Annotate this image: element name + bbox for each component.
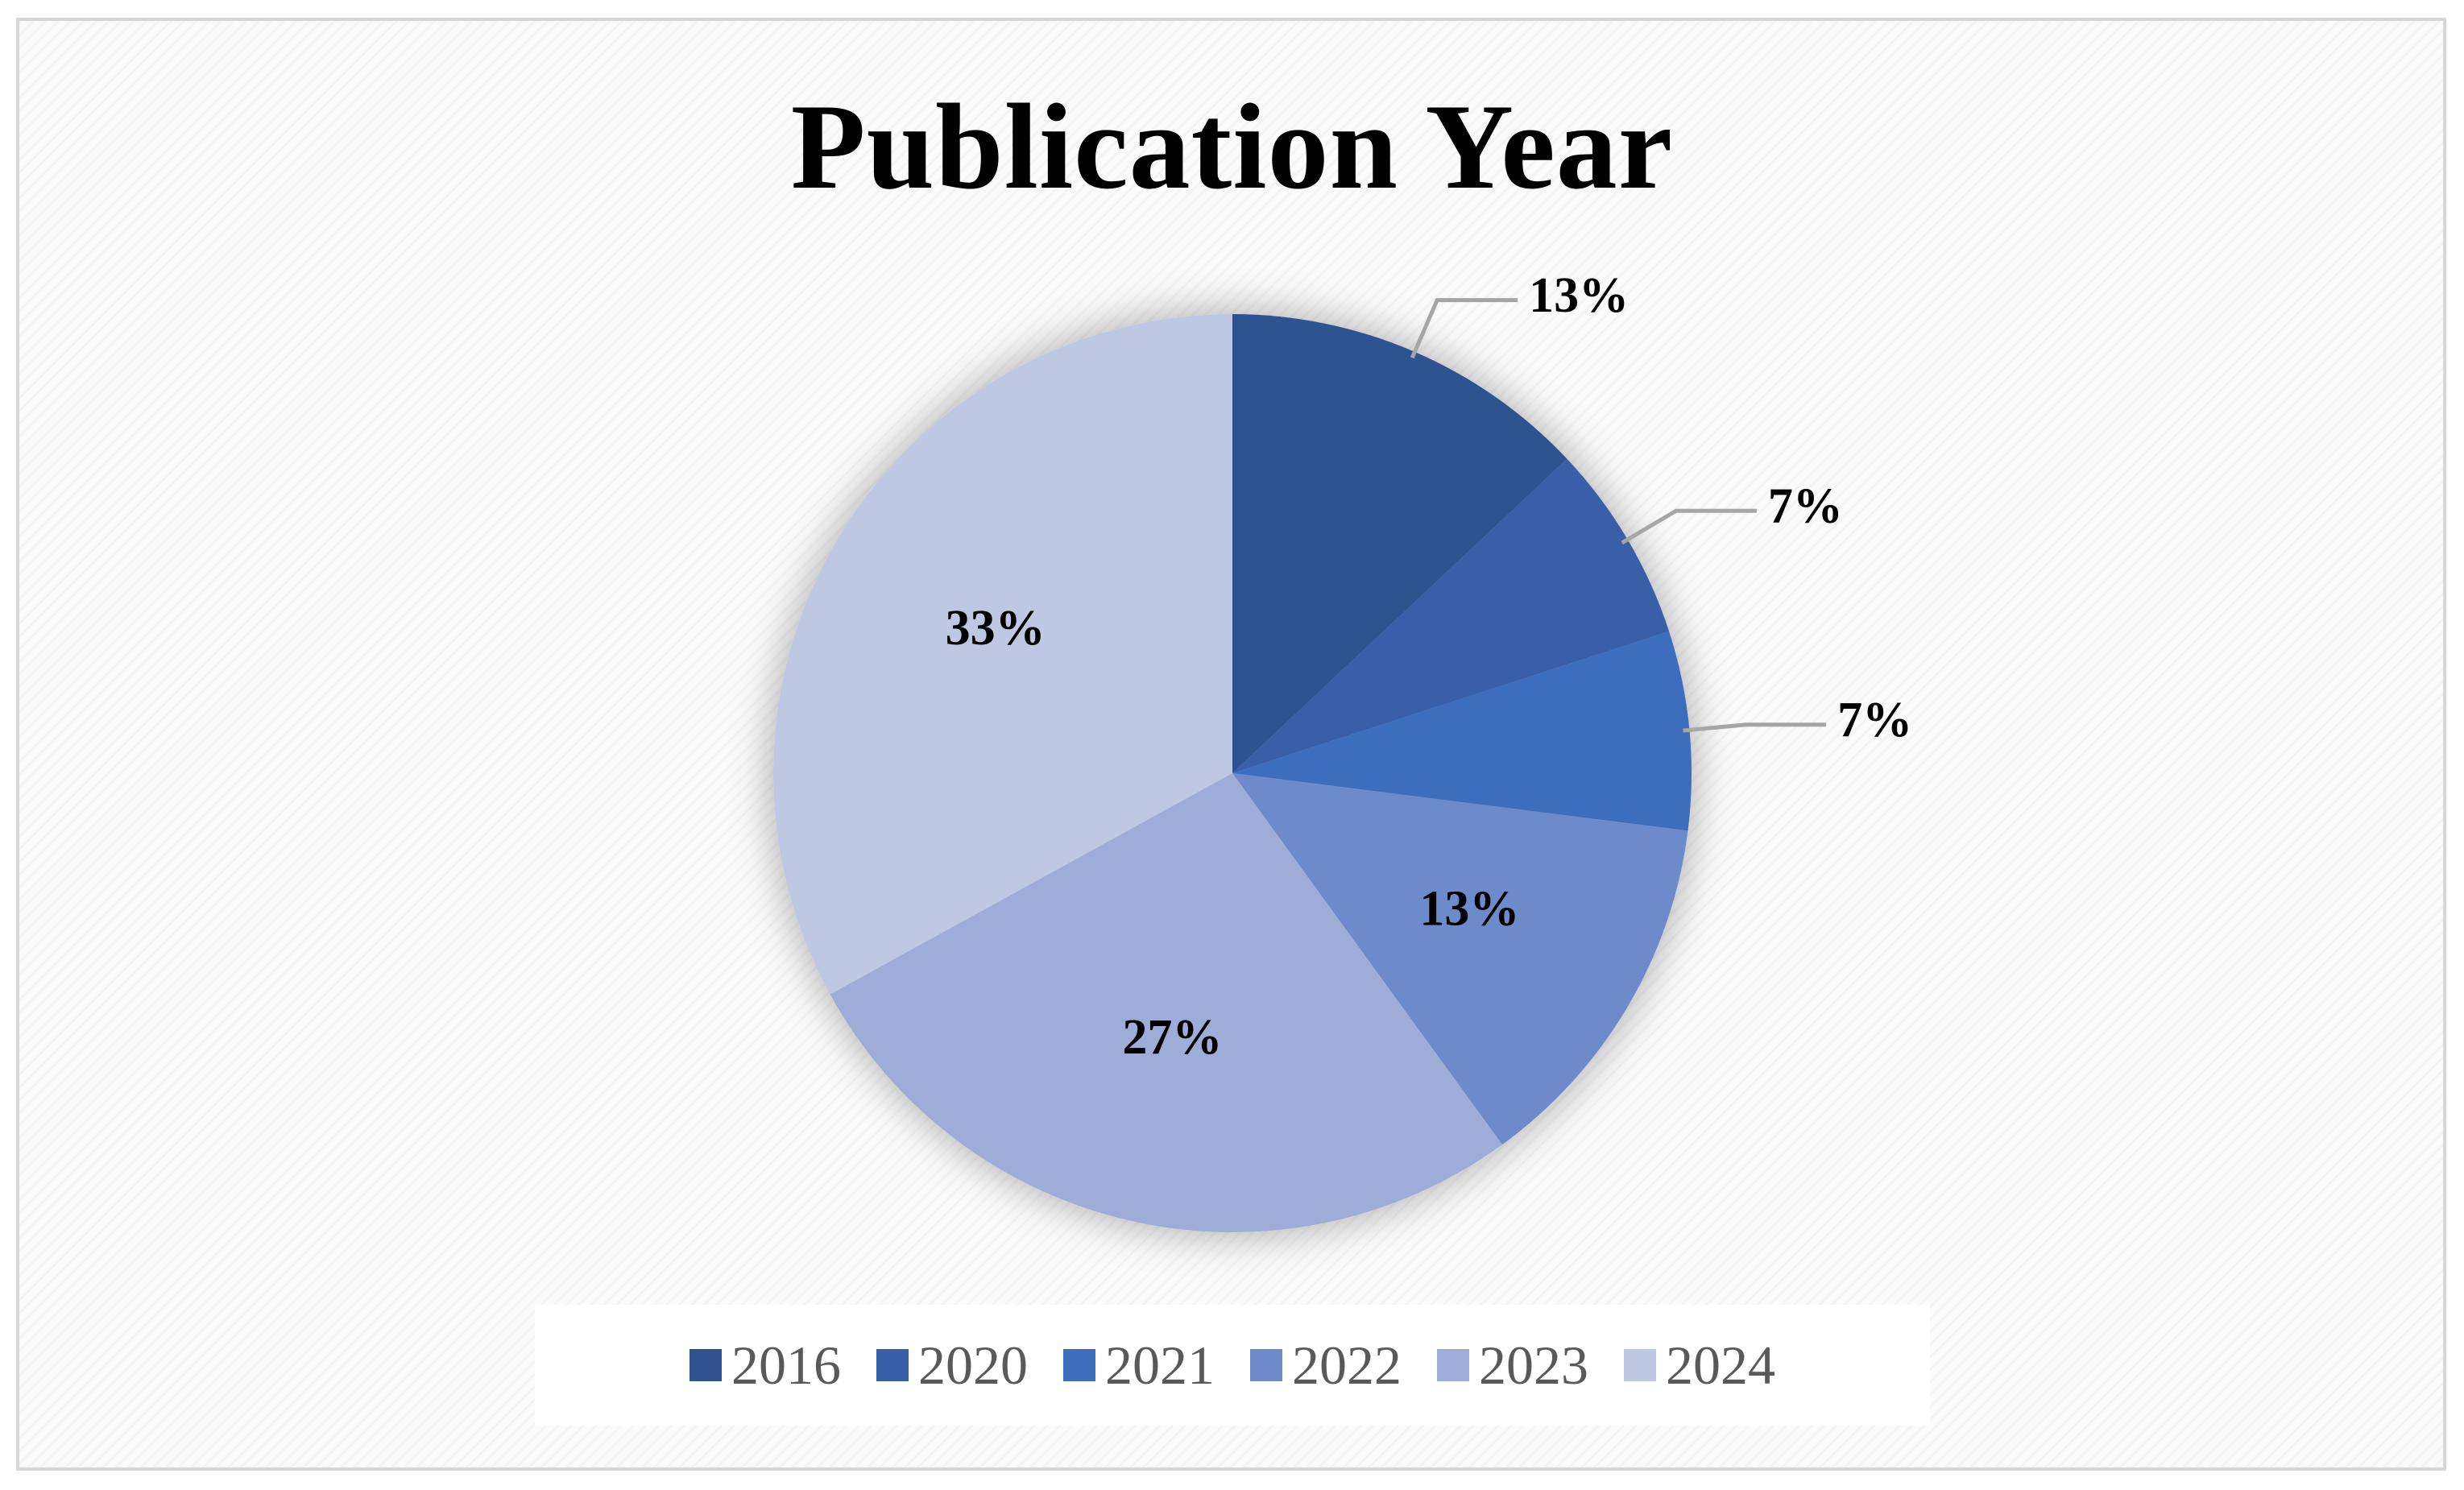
- legend-label: 2021: [1105, 1334, 1215, 1396]
- legend-item-2021: 2021: [1063, 1334, 1215, 1397]
- legend-label: 2024: [1666, 1334, 1775, 1396]
- legend-item-2020: 2020: [876, 1334, 1028, 1397]
- pie-slice-2023: [830, 773, 1503, 1233]
- data-label-2016: 13%: [1529, 268, 1629, 323]
- legend-label: 2016: [731, 1334, 841, 1396]
- legend: 2016 2020 2021 2022 2023 2024: [535, 1305, 1930, 1426]
- legend-swatch: [1250, 1349, 1282, 1381]
- data-label-2020: 7%: [1768, 478, 1843, 533]
- data-label-2021: 7%: [1837, 693, 1912, 747]
- legend-item-2023: 2023: [1437, 1334, 1588, 1397]
- leader-lines: [1410, 298, 1827, 733]
- legend-label: 2022: [1292, 1334, 1402, 1396]
- legend-swatch: [876, 1349, 909, 1381]
- pie-slice-2016: [1232, 314, 1567, 773]
- pie-slice-2022: [1232, 773, 1688, 1145]
- pie-slice-2020: [1232, 458, 1670, 773]
- legend-swatch: [1624, 1349, 1656, 1381]
- legend-item-2024: 2024: [1624, 1334, 1775, 1397]
- leader-line-2016: [1410, 298, 1518, 359]
- legend-swatch: [1063, 1349, 1095, 1381]
- legend-swatch: [690, 1349, 722, 1381]
- legend-label: 2023: [1479, 1334, 1588, 1396]
- data-labels: 13% 7% 7% 13% 27% 33%: [946, 268, 1913, 1065]
- legend-swatch: [1437, 1349, 1469, 1381]
- data-label-2022: 13%: [1419, 881, 1519, 936]
- data-label-2023: 27%: [1122, 1010, 1222, 1065]
- chart-title: Publication Year: [790, 79, 1674, 214]
- pie-slice-2024: [772, 314, 1232, 995]
- leader-line-2021: [1683, 722, 1827, 733]
- pie-slices: [772, 314, 1692, 1233]
- leader-line-2020: [1621, 508, 1757, 545]
- pie-slice-2021: [1232, 631, 1692, 831]
- legend-item-2022: 2022: [1250, 1334, 1402, 1397]
- legend-label: 2020: [918, 1334, 1028, 1396]
- data-label-2024: 33%: [946, 601, 1046, 656]
- legend-item-2016: 2016: [690, 1334, 841, 1397]
